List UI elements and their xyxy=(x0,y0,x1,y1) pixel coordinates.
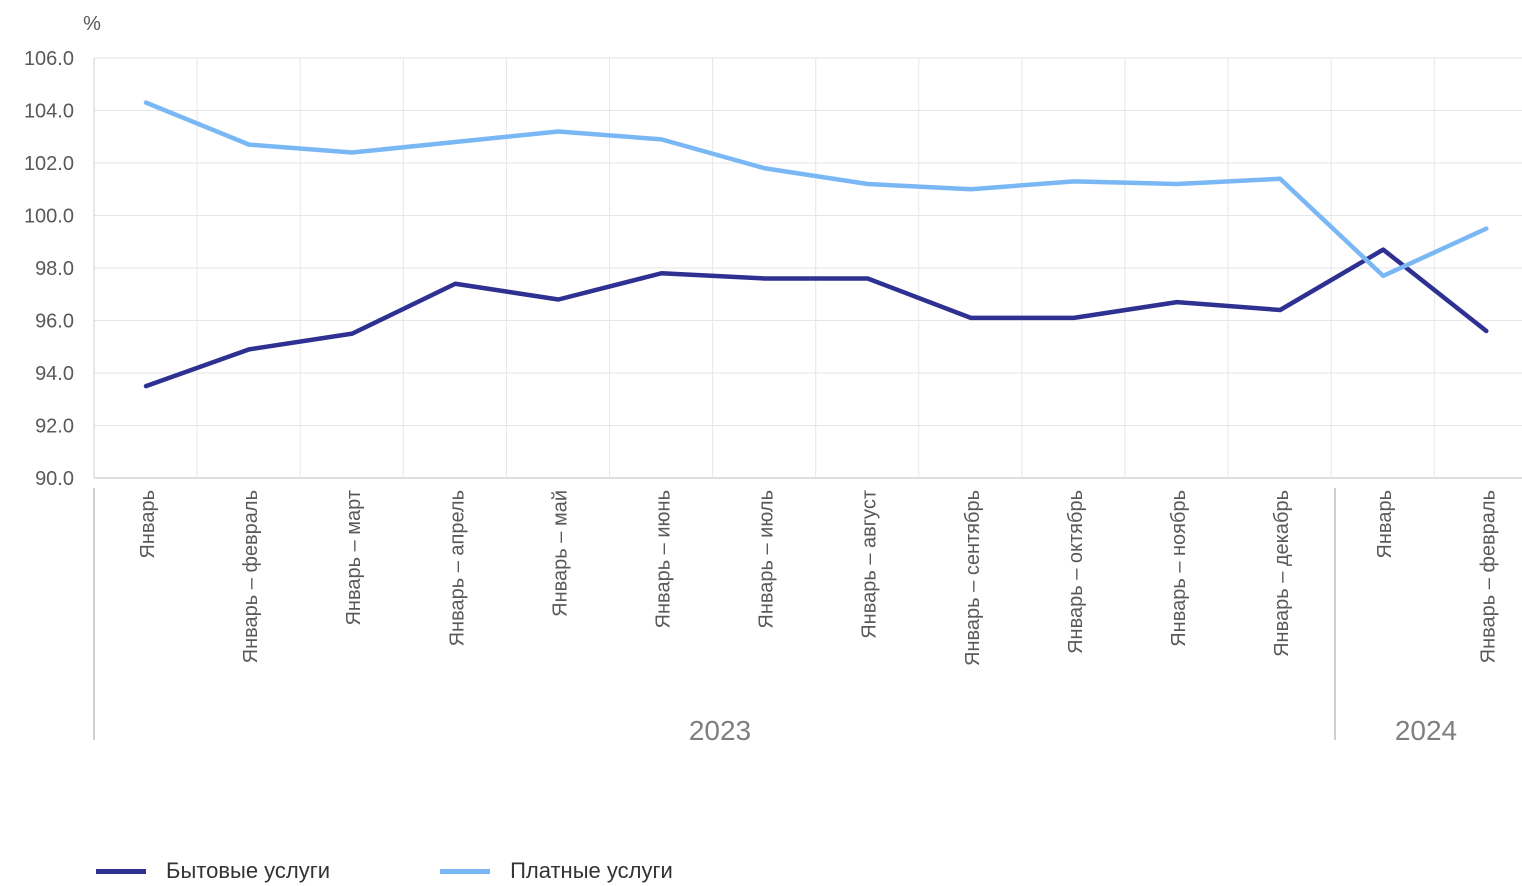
x-tick-label: Январь – апрель xyxy=(446,490,468,646)
y-tick-label: 106.0 xyxy=(24,48,74,70)
legend-label-paid: Платные услуги xyxy=(510,858,673,883)
axes: 90.0 92.0 94.0 96.0 98.0 100.0 102.0 104.0 106.0… xyxy=(24,48,1499,746)
x-tick-label: Январь – август xyxy=(859,490,881,639)
series-line-0 xyxy=(143,247,1489,389)
y-tick-label: 96.0 xyxy=(35,311,74,333)
x-tick-label: Январь – май xyxy=(549,490,571,617)
series-line-1 xyxy=(143,100,1489,279)
y-tick-label: 92.0 xyxy=(35,416,74,438)
x-tick-label: Январь – февраль xyxy=(1477,490,1499,663)
x-tick-label: Январь xyxy=(1374,490,1396,559)
y-unit-label: % xyxy=(83,13,101,35)
y-tick-label: 100.0 xyxy=(24,206,74,228)
legend: Бытовые услуги Платные услуги xyxy=(96,858,783,884)
legend-swatch-paid xyxy=(440,868,491,874)
legend-swatch-household xyxy=(96,868,146,874)
y-tick-label: 98.0 xyxy=(35,258,74,280)
year-group-label: 2023 xyxy=(689,715,751,746)
legend-item-paid-services: Платные услуги xyxy=(440,858,673,884)
x-tick-label: Январь – июль xyxy=(756,490,778,629)
gridlines xyxy=(94,57,1522,479)
y-tick-label: 104.0 xyxy=(24,101,74,123)
x-tick-label: Январь xyxy=(137,490,159,559)
x-tick-label: Январь – ноябрь xyxy=(1168,490,1190,647)
x-tick-label: Январь – июнь xyxy=(653,490,675,628)
x-tick-label: Январь – декабрь xyxy=(1271,490,1293,657)
series-lines xyxy=(143,100,1489,389)
y-tick-label: 90.0 xyxy=(35,468,74,490)
x-tick-label: Январь – март xyxy=(343,490,365,626)
x-tick-label: Январь – октябрь xyxy=(1065,490,1087,654)
x-tick-label: Январь – сентябрь xyxy=(962,490,984,666)
year-group-label: 2024 xyxy=(1395,715,1457,746)
legend-label-household: Бытовые услуги xyxy=(166,858,331,883)
x-tick-label: Январь – февраль xyxy=(240,490,262,663)
y-tick-label: 102.0 xyxy=(24,153,74,175)
y-tick-label: 94.0 xyxy=(35,363,74,385)
legend-item-household-services: Бытовые услуги xyxy=(96,858,330,884)
